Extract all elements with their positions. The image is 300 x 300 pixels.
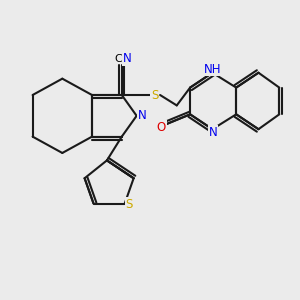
Text: N: N — [208, 126, 217, 139]
Text: O: O — [157, 121, 166, 134]
Text: C: C — [114, 54, 122, 64]
Text: S: S — [151, 88, 158, 101]
Text: S: S — [125, 198, 133, 211]
Text: NH: NH — [204, 63, 222, 76]
Text: N: N — [138, 109, 146, 122]
Text: N: N — [123, 52, 131, 65]
